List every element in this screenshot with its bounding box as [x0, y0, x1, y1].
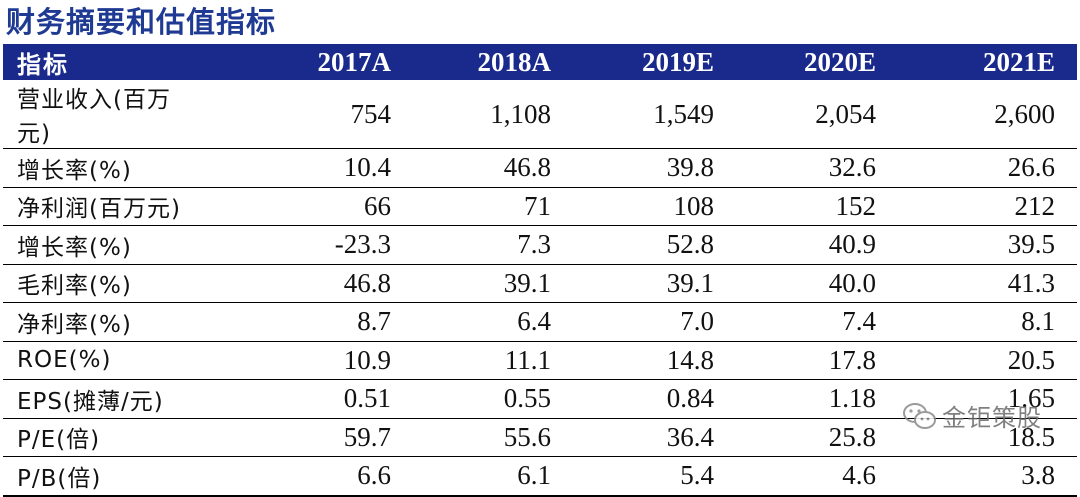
row-label: ROE(%): [3, 341, 203, 380]
table-cell: 10.4: [203, 148, 413, 188]
table-cell: 10.9: [203, 341, 413, 380]
table-cell: 18.5: [898, 418, 1077, 457]
table-cell: 5.4: [573, 456, 736, 497]
row-label: P/E(倍): [3, 418, 203, 457]
table-row: 净利率(%) 8.7 6.4 7.0 7.4 8.1: [3, 302, 1077, 342]
table-cell: 1.18: [736, 379, 898, 419]
table-cell: 39.8: [573, 148, 736, 188]
table-cell: 6.4: [413, 302, 573, 342]
table-row: P/B(倍) 6.6 6.1 5.4 4.6 3.8: [3, 456, 1077, 497]
table-cell: 8.1: [898, 302, 1077, 342]
table-header-row: 指标 2017A 2018A 2019E 2020E 2021E: [3, 44, 1077, 80]
table-cell: 26.6: [898, 148, 1077, 188]
table-cell: 0.84: [573, 379, 736, 419]
table-cell: 7.0: [573, 302, 736, 342]
table-cell: 212: [898, 187, 1077, 226]
table-row: 毛利率(%) 46.8 39.1 39.1 40.0 41.3: [3, 264, 1077, 303]
header-2020e: 2020E: [736, 44, 898, 80]
table-cell: 40.0: [736, 264, 898, 303]
table-cell: 108: [573, 187, 736, 226]
table-cell: 71: [413, 187, 573, 226]
table-cell: -23.3: [203, 225, 413, 265]
table-cell: 1,108: [413, 80, 573, 149]
table-cell: 46.8: [203, 264, 413, 303]
table-cell: 41.3: [898, 264, 1077, 303]
table-cell: 0.51: [203, 379, 413, 419]
header-indicator: 指标: [3, 44, 203, 80]
table-cell: 52.8: [573, 225, 736, 265]
table-cell: 2,054: [736, 80, 898, 149]
table-cell: 0.55: [413, 379, 573, 419]
table-cell: 152: [736, 187, 898, 226]
table-cell: 39.5: [898, 225, 1077, 265]
table-cell: 39.1: [413, 264, 573, 303]
table-cell: 39.1: [573, 264, 736, 303]
table-cell: 7.4: [736, 302, 898, 342]
table-cell: 1,549: [573, 80, 736, 149]
table-cell: 8.7: [203, 302, 413, 342]
table-cell: 66: [203, 187, 413, 226]
table-cell: 6.1: [413, 456, 573, 497]
table-row: 营业收入(百万元) 754 1,108 1,549 2,054 2,600: [3, 80, 1077, 149]
table-cell: 4.6: [736, 456, 898, 497]
table-row: 增长率(%) 10.4 46.8 39.8 32.6 26.6: [3, 148, 1077, 188]
table-row: 增长率(%) -23.3 7.3 52.8 40.9 39.5: [3, 225, 1077, 265]
financial-summary-table: 指标 2017A 2018A 2019E 2020E 2021E 营业收入(百万…: [3, 44, 1077, 497]
row-label: P/B(倍): [3, 456, 203, 497]
row-label: 营业收入(百万元): [3, 80, 203, 149]
table-cell: 17.8: [736, 341, 898, 380]
table-cell: 59.7: [203, 418, 413, 457]
table-cell: 754: [203, 80, 413, 149]
table-row: 净利润(百万元) 66 71 108 152 212: [3, 187, 1077, 226]
table-cell: 6.6: [203, 456, 413, 497]
row-label: 净利率(%): [3, 302, 203, 342]
header-2017a: 2017A: [203, 44, 413, 80]
row-label: 增长率(%): [3, 225, 203, 265]
table-cell: 20.5: [898, 341, 1077, 380]
row-label: 净利润(百万元): [3, 187, 203, 226]
table-cell: 7.3: [413, 225, 573, 265]
row-label: 毛利率(%): [3, 264, 203, 303]
table-cell: 36.4: [573, 418, 736, 457]
table-cell: 40.9: [736, 225, 898, 265]
table-row: P/E(倍) 59.7 55.6 36.4 25.8 18.5: [3, 418, 1077, 457]
table-row: EPS(摊薄/元) 0.51 0.55 0.84 1.18 1.65: [3, 379, 1077, 419]
header-2021e: 2021E: [898, 44, 1077, 80]
table-cell: 32.6: [736, 148, 898, 188]
table-cell: 14.8: [573, 341, 736, 380]
row-label: 增长率(%): [3, 148, 203, 188]
row-label: EPS(摊薄/元): [3, 379, 203, 419]
table-row: ROE(%) 10.9 11.1 14.8 17.8 20.5: [3, 341, 1077, 380]
table-cell: 2,600: [898, 80, 1077, 149]
table-cell: 3.8: [898, 456, 1077, 497]
table-cell: 46.8: [413, 148, 573, 188]
page-title: 财务摘要和估值指标: [6, 5, 277, 39]
table-cell: 25.8: [736, 418, 898, 457]
table-cell: 55.6: [413, 418, 573, 457]
header-2018a: 2018A: [413, 44, 573, 80]
table-cell: 11.1: [413, 341, 573, 380]
table-cell: 1.65: [898, 379, 1077, 419]
header-2019e: 2019E: [573, 44, 736, 80]
